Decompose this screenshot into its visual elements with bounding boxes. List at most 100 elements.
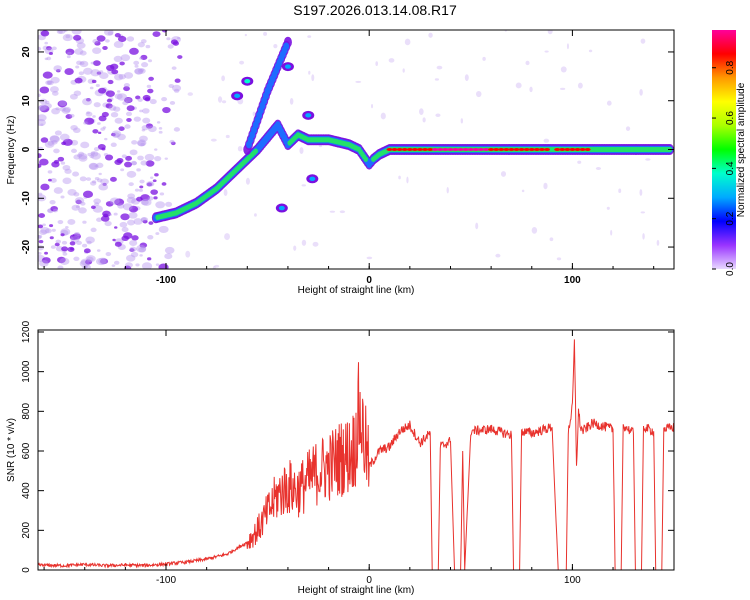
noise-speckle — [121, 154, 127, 159]
track-point-peak — [498, 148, 505, 151]
colorbar-tick-label: 0.0 — [725, 262, 736, 276]
noise-speckle — [41, 257, 51, 264]
track-point-peak — [518, 148, 525, 151]
noise-speckle — [500, 171, 507, 177]
noise-speckle — [318, 144, 323, 148]
noise-speckle — [475, 91, 482, 98]
noise-speckle — [71, 30, 82, 35]
noise-speckle — [146, 84, 152, 88]
noise-speckle — [66, 55, 71, 59]
noise-speckle — [140, 199, 149, 206]
noise-speckle — [577, 82, 583, 89]
noise-speckle — [53, 159, 60, 164]
noise-speckle — [131, 140, 138, 145]
noise-speckle — [398, 175, 401, 180]
noise-speckle — [94, 202, 100, 206]
noise-speckle — [105, 103, 113, 109]
colorbar: 0.0 0.2 0.4 0.6 0.8 Normalized spectral ampl… — [712, 30, 747, 276]
noise-speckle — [126, 117, 132, 122]
noise-speckle — [422, 117, 426, 123]
noise-speckle — [105, 201, 114, 207]
noise-speckle — [40, 183, 50, 191]
noise-speckle — [86, 240, 92, 245]
noise-speckle — [289, 97, 294, 105]
snr-y-tick-label: 800 — [21, 403, 32, 420]
noise-speckle — [104, 137, 108, 141]
noise-speckle — [111, 133, 116, 137]
noise-speckle — [139, 57, 143, 60]
noise-speckle — [173, 88, 180, 93]
noise-speckle — [99, 72, 109, 80]
noise-speckle — [49, 135, 60, 143]
noise-speckle — [147, 59, 153, 63]
blob-inner — [278, 205, 285, 211]
track-point-inner — [363, 156, 369, 162]
noise-speckle — [55, 239, 62, 244]
colorbar-tick-label: 0.6 — [725, 111, 736, 125]
noise-speckle — [544, 50, 549, 53]
blob-inner — [234, 93, 241, 99]
noise-speckle — [38, 46, 42, 51]
noise-speckle — [50, 76, 60, 84]
track-point-peak — [442, 148, 449, 151]
noise-speckle — [38, 93, 41, 98]
noise-speckle — [114, 33, 121, 38]
noise-speckle — [59, 133, 70, 141]
noise-speckle — [95, 257, 107, 266]
noise-speckle — [154, 155, 162, 162]
noise-speckle — [79, 260, 90, 268]
noise-speckle — [140, 142, 145, 147]
noise-speckle — [83, 265, 88, 269]
noise-speckle — [93, 198, 102, 204]
noise-speckle — [66, 51, 72, 56]
noise-speckle — [147, 125, 157, 133]
noise-speckle — [39, 105, 50, 113]
track-point-peak — [559, 148, 566, 151]
noise-speckle — [136, 139, 147, 147]
spectrogram-y-tick-label: 10 — [21, 95, 32, 107]
colorbar-axis: 0.0 0.2 0.4 0.6 0.8 — [712, 60, 736, 276]
noise-speckle — [78, 71, 85, 76]
noise-speckle — [73, 154, 81, 160]
noise-speckle — [329, 210, 336, 213]
noise-speckle — [46, 80, 53, 85]
noise-speckle — [71, 148, 77, 154]
noise-speckle — [92, 60, 101, 66]
noise-speckle — [239, 60, 245, 65]
noise-speckle — [51, 107, 60, 115]
noise-speckle — [117, 133, 126, 141]
track-point-peak — [564, 148, 571, 151]
noise-speckle — [101, 147, 106, 151]
noise-speckle — [543, 182, 548, 190]
noise-speckle — [245, 177, 250, 185]
noise-speckle — [69, 113, 75, 118]
noise-speckle — [301, 184, 306, 187]
colorbar-tick-label: 0.4 — [725, 161, 736, 175]
noise-speckle — [141, 198, 152, 206]
noise-speckle — [113, 212, 118, 216]
noise-speckle — [118, 74, 126, 80]
noise-speckle — [49, 236, 54, 240]
noise-speckle — [141, 128, 146, 132]
noise-speckle — [60, 195, 65, 199]
noise-speckle — [380, 112, 386, 120]
noise-speckle — [98, 257, 108, 265]
colorbar-tick-label: 0.8 — [725, 60, 736, 74]
noise-speckle — [73, 127, 81, 134]
noise-speckle — [114, 198, 125, 206]
noise-speckle — [122, 100, 129, 106]
noise-speckle — [406, 176, 409, 184]
blob-inner — [284, 64, 291, 69]
noise-speckle — [154, 173, 159, 177]
noise-speckle — [73, 256, 80, 262]
noise-speckle — [482, 56, 486, 61]
noise-speckle — [263, 31, 268, 36]
noise-speckle — [168, 83, 175, 89]
blob-inner — [309, 176, 316, 181]
noise-speckle — [138, 188, 143, 192]
noise-speckle — [60, 233, 65, 237]
noise-speckle — [47, 80, 54, 86]
noise-speckle — [83, 121, 88, 125]
noise-speckle — [187, 92, 193, 96]
